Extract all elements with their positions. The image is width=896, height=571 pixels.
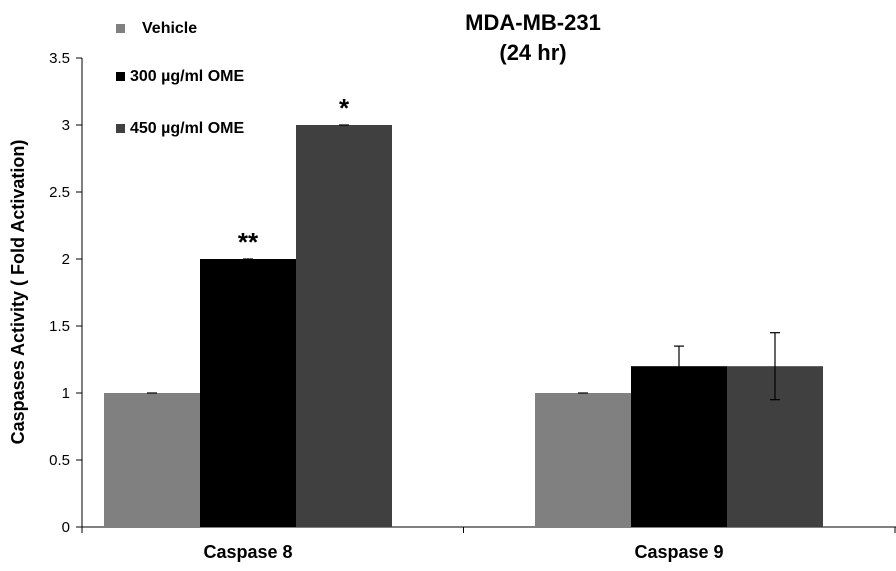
chart-title: MDA-MB-231 [465,10,601,35]
significance-marker: * [339,93,350,123]
y-tick-label: 1 [62,385,70,402]
y-tick-label: 3 [62,117,70,134]
legend-swatch-450-g-ml-ome [116,124,125,133]
y-tick-label: 2 [62,251,70,268]
bar-caspase-9-vehicle [535,393,631,527]
legend-swatch-vehicle [116,24,125,33]
legend-label-vehicle: Vehicle [142,20,197,37]
bar-caspase-8-450-g-ml-ome [296,125,392,527]
chart-bars [104,125,823,527]
bar-caspase-9-300-g-ml-ome [631,366,727,527]
y-tick-label: 1.5 [49,318,70,335]
y-tick-label: 2.5 [49,184,70,201]
bar-caspase-8-vehicle [104,393,200,527]
bar-caspase-8-300-g-ml-ome [200,259,296,527]
legend-swatch-300-g-ml-ome [116,72,125,81]
x-tick-label-caspase-8: Caspase 8 [203,542,292,562]
y-axis-label: Caspases Activity ( Fold Activation) [8,140,28,445]
y-tick-label: 0.5 [49,452,70,469]
chart-legend: Vehicle 300 µg/ml OME 450 µg/ml OME [116,20,244,137]
chart-axes: 0 0.5 1 1.5 2 2.5 3 3.5 Caspase 8 Caspase 9 [49,50,896,562]
chart-subtitle: (24 hr) [499,40,566,65]
significance-marker: ** [238,227,259,257]
y-tick-label: 3.5 [49,50,70,67]
x-tick-label-caspase-9: Caspase 9 [634,542,723,562]
error-bars: *** [147,93,780,401]
legend-label-450-g-ml-ome: 450 µg/ml OME [130,120,244,137]
legend-label-300-g-ml-ome: 300 µg/ml OME [130,68,244,85]
y-tick-label: 0 [62,519,70,536]
